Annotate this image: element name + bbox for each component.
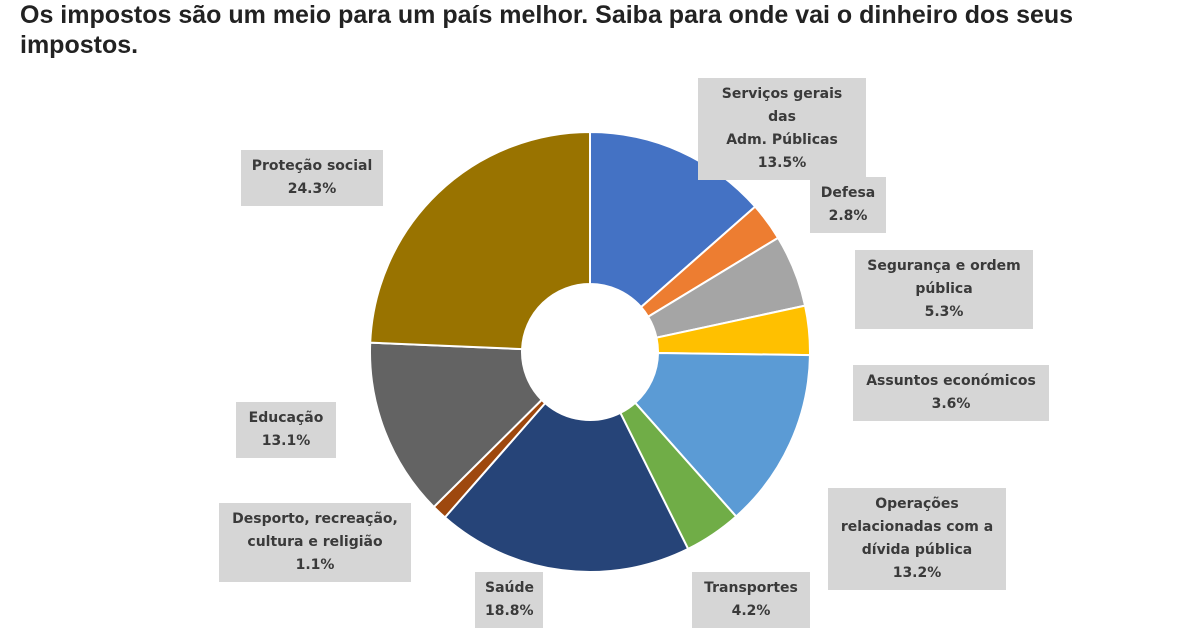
slice-value-text: 13.2% (892, 565, 942, 581)
slice-label-text: pública (915, 281, 973, 297)
slice-value-text: 1.1% (295, 557, 335, 573)
slice-label-text: Transportes (704, 580, 798, 596)
slice-label-text: Assuntos económicos (866, 373, 1036, 389)
donut-slice-6 (443, 401, 690, 573)
slice-label-text: Desporto, recreação, (232, 511, 398, 527)
slice-value-text: 3.6% (931, 396, 971, 412)
slice-value-text: 13.1% (261, 433, 311, 449)
slice-label-text: Educação (248, 410, 324, 426)
slice-label-text: Saúde (485, 580, 535, 596)
slice-label-text: dívida pública (861, 542, 973, 558)
slice-label-3: Assuntos económicos 3.6% (853, 365, 1049, 421)
slice-value-text: 24.3% (287, 181, 337, 197)
slice-value-text: 13.5% (757, 155, 807, 171)
slice-label-2: Segurança e ordem pública 5.3% (855, 250, 1033, 329)
donut-slice-9 (369, 130, 591, 351)
slice-value-text: 2.8% (828, 208, 868, 224)
slice-label-1: Defesa 2.8% (810, 177, 886, 233)
slice-label-text: Operações (875, 496, 959, 512)
slice-label-text: relacionadas com a (840, 519, 994, 535)
slice-label-text: Serviços gerais das (721, 86, 843, 125)
slice-label-9: Proteção social 24.3% (241, 150, 383, 206)
donut-slice-4 (633, 351, 811, 518)
slice-label-6: Saúde 18.8% (475, 572, 543, 628)
slice-label-4: Operações relacionadas com a dívida públic… (828, 488, 1006, 590)
slice-value-text: 18.8% (485, 603, 534, 619)
slice-label-8: Educação 13.1% (236, 402, 336, 458)
slice-label-5: Transportes 4.2% (692, 572, 810, 628)
slice-label-0: Serviços gerais das Adm. Públicas 13.5% (698, 78, 866, 180)
headline: Os impostos são um meio para um país mel… (20, 1, 1074, 59)
slice-label-text: Defesa (820, 185, 876, 201)
slice-label-text: Segurança e ordem (867, 258, 1021, 274)
slice-label-text: cultura e religião (247, 534, 383, 550)
slice-label-text: Proteção social (251, 158, 373, 174)
slice-value-text: 5.3% (924, 304, 964, 320)
slice-label-7: Desporto, recreação, cultura e religião 1.… (219, 503, 411, 582)
slice-value-text: 4.2% (731, 603, 771, 619)
slice-label-text: Adm. Públicas (726, 132, 838, 148)
donut-slice-8 (369, 341, 544, 509)
